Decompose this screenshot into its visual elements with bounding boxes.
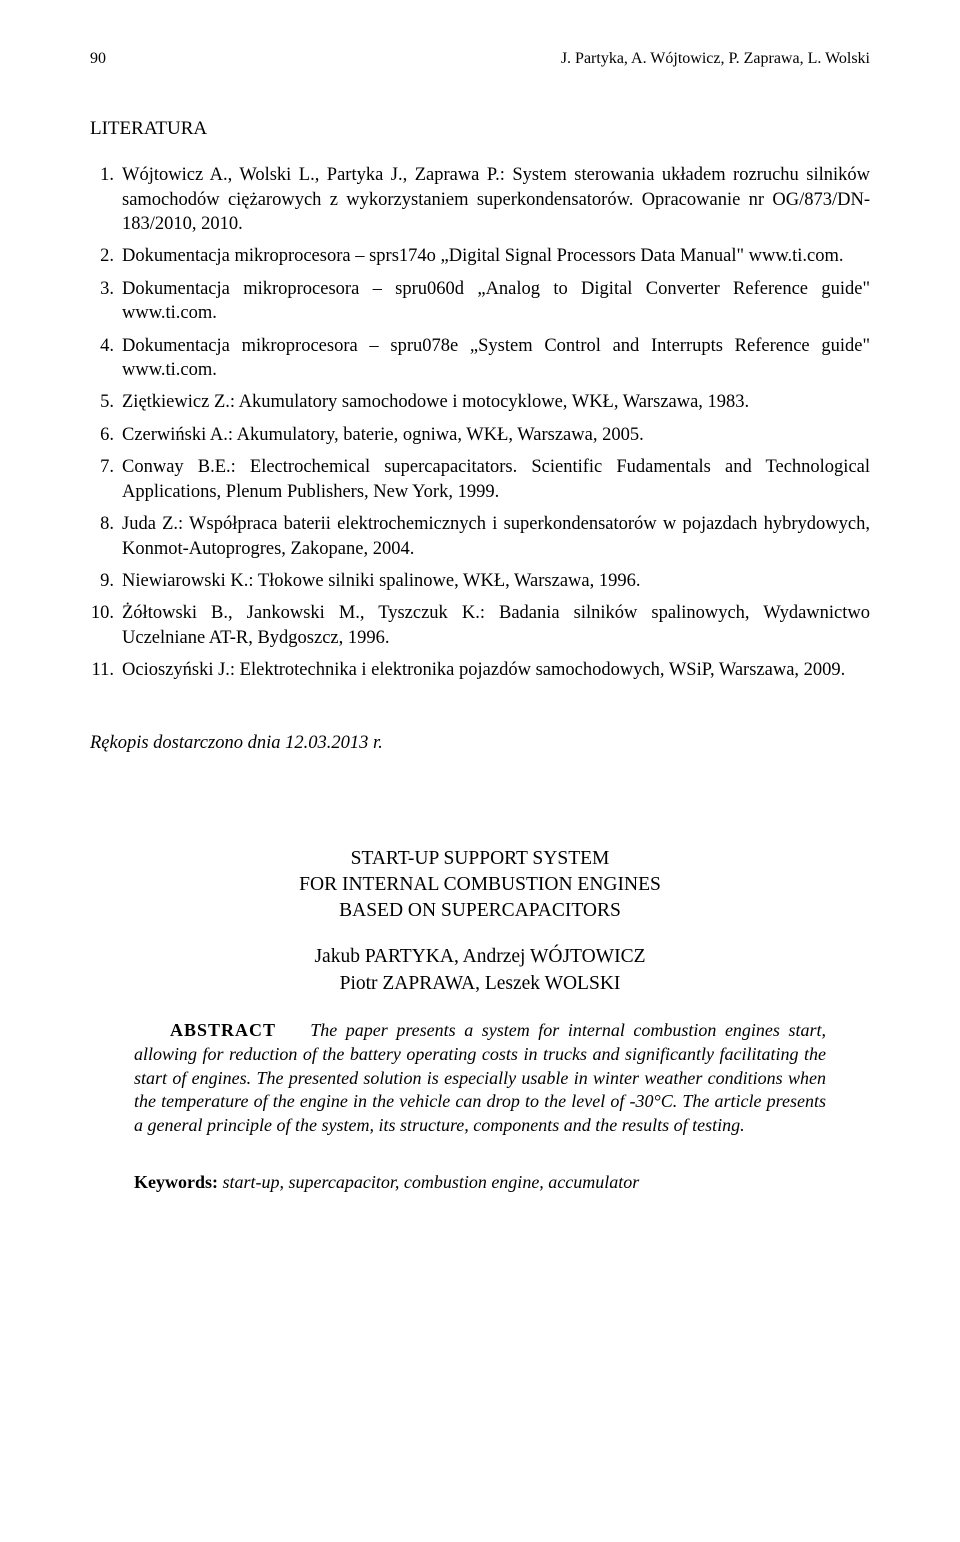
reference-text: Conway B.E.: Electrochemical supercapaci… xyxy=(122,455,870,504)
reference-number: 10. xyxy=(90,601,122,650)
abstract-author-line: Jakub PARTYKA, Andrzej WÓJTOWICZ xyxy=(314,946,645,967)
running-head-authors: J. Partyka, A. Wójtowicz, P. Zaprawa, L.… xyxy=(561,48,870,70)
reference-number: 4. xyxy=(90,334,122,383)
reference-number: 9. xyxy=(90,569,122,593)
literature-heading: LITERATURA xyxy=(90,116,870,142)
abstract-title-line: START-UP SUPPORT SYSTEM xyxy=(351,848,610,869)
keywords-label: Keywords: xyxy=(134,1172,218,1192)
reference-number: 3. xyxy=(90,277,122,326)
keywords-line: Keywords: start-up, supercapacitor, comb… xyxy=(134,1170,826,1194)
reference-text: Żółtowski B., Jankowski M., Tyszczuk K.:… xyxy=(122,601,870,650)
abstract-paragraph: ABSTRACT The paper presents a system for… xyxy=(134,1019,826,1138)
reference-number: 11. xyxy=(90,658,122,682)
reference-number: 6. xyxy=(90,423,122,447)
reference-number: 7. xyxy=(90,455,122,504)
abstract-authors: Jakub PARTYKA, Andrzej WÓJTOWICZ Piotr Z… xyxy=(90,944,870,997)
reference-list: 1. Wójtowicz A., Wolski L., Partyka J., … xyxy=(90,163,870,682)
reference-text: Czerwiński A.: Akumulatory, baterie, ogn… xyxy=(122,423,870,447)
reference-text: Dokumentacja mikroprocesora – spru078e „… xyxy=(122,334,870,383)
reference-item: 3. Dokumentacja mikroprocesora – spru060… xyxy=(90,277,870,326)
abstract-title-line: BASED ON SUPERCAPACITORS xyxy=(339,900,621,921)
keywords-text: start-up, supercapacitor, combustion eng… xyxy=(223,1172,640,1192)
abstract-title: START-UP SUPPORT SYSTEM FOR INTERNAL COM… xyxy=(90,846,870,925)
reference-number: 2. xyxy=(90,244,122,268)
reference-text: Dokumentacja mikroprocesora – sprs174o „… xyxy=(122,244,870,268)
reference-item: 11. Ocioszyński J.: Elektrotechnika i el… xyxy=(90,658,870,682)
reference-item: 1. Wójtowicz A., Wolski L., Partyka J., … xyxy=(90,163,870,236)
reference-item: 7. Conway B.E.: Electrochemical supercap… xyxy=(90,455,870,504)
manuscript-received-note: Rękopis dostarczono dnia 12.03.2013 r. xyxy=(90,731,870,756)
reference-text: Niewiarowski K.: Tłokowe silniki spalino… xyxy=(122,569,870,593)
reference-text: Juda Z.: Współpraca baterii elektrochemi… xyxy=(122,512,870,561)
reference-item: 9. Niewiarowski K.: Tłokowe silniki spal… xyxy=(90,569,870,593)
reference-item: 4. Dokumentacja mikroprocesora – spru078… xyxy=(90,334,870,383)
abstract-label: ABSTRACT xyxy=(170,1020,276,1040)
reference-text: Wójtowicz A., Wolski L., Partyka J., Zap… xyxy=(122,163,870,236)
reference-item: 5. Ziętkiewicz Z.: Akumulatory samochodo… xyxy=(90,390,870,414)
reference-item: 10. Żółtowski B., Jankowski M., Tyszczuk… xyxy=(90,601,870,650)
reference-item: 2. Dokumentacja mikroprocesora – sprs174… xyxy=(90,244,870,268)
page-number: 90 xyxy=(90,48,106,70)
reference-item: 6. Czerwiński A.: Akumulatory, baterie, … xyxy=(90,423,870,447)
reference-number: 1. xyxy=(90,163,122,236)
reference-text: Ocioszyński J.: Elektrotechnika i elektr… xyxy=(122,658,870,682)
reference-number: 5. xyxy=(90,390,122,414)
reference-item: 8. Juda Z.: Współpraca baterii elektroch… xyxy=(90,512,870,561)
abstract-author-line: Piotr ZAPRAWA, Leszek WOLSKI xyxy=(340,973,621,994)
running-header: 90 J. Partyka, A. Wójtowicz, P. Zaprawa,… xyxy=(90,48,870,70)
abstract-title-line: FOR INTERNAL COMBUSTION ENGINES xyxy=(299,874,661,895)
reference-text: Ziętkiewicz Z.: Akumulatory samochodowe … xyxy=(122,390,870,414)
reference-number: 8. xyxy=(90,512,122,561)
reference-text: Dokumentacja mikroprocesora – spru060d „… xyxy=(122,277,870,326)
